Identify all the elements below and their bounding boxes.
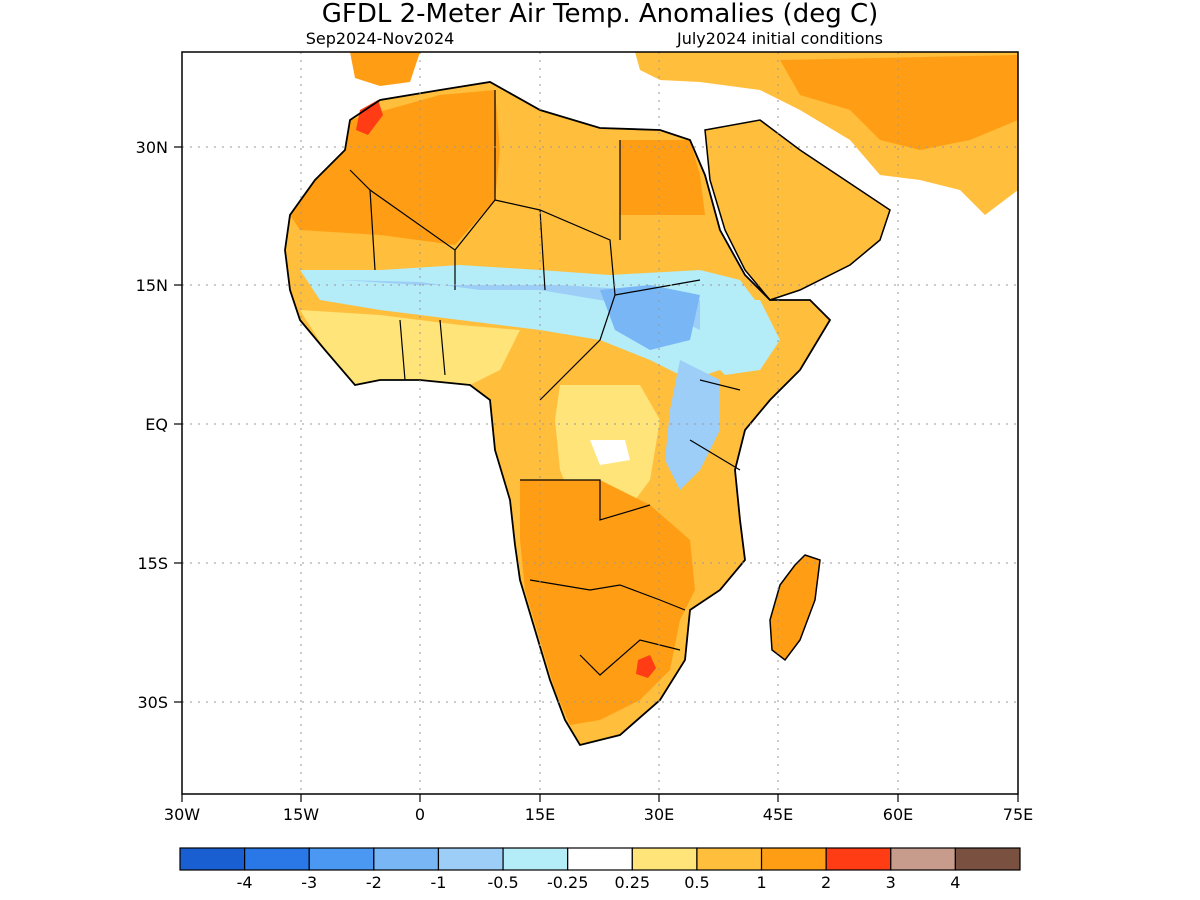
initial-conditions-label: July2024 initial conditions bbox=[676, 29, 883, 48]
legend-labels: -4 -3 -2 -1 -0.5 -0.25 0.25 0.5 1 2 3 4 bbox=[237, 873, 961, 892]
legend-label: -1 bbox=[430, 873, 446, 892]
arabia-region bbox=[705, 120, 890, 300]
legend-label: -3 bbox=[301, 873, 317, 892]
legend-label: -4 bbox=[237, 873, 253, 892]
arabia-coastline bbox=[704, 119, 891, 301]
legend-label: 0.5 bbox=[684, 873, 709, 892]
x-tick-label: 0 bbox=[415, 805, 425, 824]
map-area bbox=[182, 52, 1018, 794]
morocco-hot bbox=[356, 100, 383, 135]
map-frame bbox=[181, 51, 1019, 795]
europe-region bbox=[350, 52, 420, 86]
x-tick-label: 15W bbox=[283, 805, 319, 824]
legend-swatch bbox=[373, 847, 440, 871]
west-africa-coast bbox=[300, 310, 520, 385]
axis-ticks bbox=[174, 146, 1019, 802]
x-tick-label: 45E bbox=[763, 805, 793, 824]
season-label: Sep2024-Nov2024 bbox=[306, 29, 455, 48]
legend-swatch bbox=[567, 847, 633, 871]
legend-colorbar bbox=[179, 847, 1021, 871]
x-tick-label: 30W bbox=[164, 805, 200, 824]
legend-label: 0.25 bbox=[614, 873, 650, 892]
y-tick-label: EQ bbox=[145, 415, 168, 434]
legend-swatch bbox=[825, 847, 892, 871]
north-africa-warm bbox=[290, 90, 500, 245]
y-tick-label: 15N bbox=[136, 276, 168, 295]
africa-coastline bbox=[284, 81, 832, 747]
legend-label: -2 bbox=[366, 873, 382, 892]
gridlines bbox=[182, 52, 1018, 794]
legend-label: -0.25 bbox=[547, 873, 588, 892]
ethiopia-cool-light bbox=[700, 300, 780, 375]
madagascar bbox=[769, 554, 821, 662]
libya-warm bbox=[620, 140, 705, 215]
y-tick-label: 15S bbox=[137, 554, 168, 573]
legend-swatch bbox=[954, 847, 1021, 871]
country-borders bbox=[349, 90, 741, 676]
x-tick-label: 75E bbox=[1003, 805, 1033, 824]
x-tick-label: 30E bbox=[644, 805, 674, 824]
legend-label: 2 bbox=[821, 873, 831, 892]
legend-swatch bbox=[437, 847, 504, 871]
legend-swatch bbox=[179, 847, 246, 871]
middle-east-warm bbox=[780, 55, 1018, 150]
legend-swatch bbox=[244, 847, 310, 871]
legend-label: -0.5 bbox=[487, 873, 518, 892]
legend-label: 1 bbox=[756, 873, 766, 892]
south-africa-hot bbox=[636, 655, 656, 678]
sudan-cool bbox=[600, 285, 700, 350]
y-tick-label: 30S bbox=[137, 693, 168, 712]
legend-swatch bbox=[502, 847, 569, 871]
y-tick-labels: 30N 15N EQ 15S 30S bbox=[136, 138, 168, 712]
legend-swatch bbox=[696, 847, 763, 871]
legend-swatch bbox=[308, 847, 375, 871]
x-tick-labels: 30W 15W 0 15E 30E 45E 60E 75E bbox=[164, 805, 1033, 824]
east-africa-cool bbox=[665, 360, 720, 490]
y-tick-label: 30N bbox=[136, 138, 168, 157]
x-tick-label: 60E bbox=[883, 805, 913, 824]
legend-label: 3 bbox=[886, 873, 896, 892]
legend-swatch bbox=[760, 847, 827, 871]
figure-title: GFDL 2-Meter Air Temp. Anomalies (deg C) bbox=[322, 0, 879, 29]
x-tick-label: 15E bbox=[525, 805, 555, 824]
legend-swatch bbox=[890, 847, 956, 871]
legend-swatch bbox=[631, 847, 698, 871]
legend-label: 4 bbox=[950, 873, 960, 892]
congo-white bbox=[590, 440, 630, 465]
